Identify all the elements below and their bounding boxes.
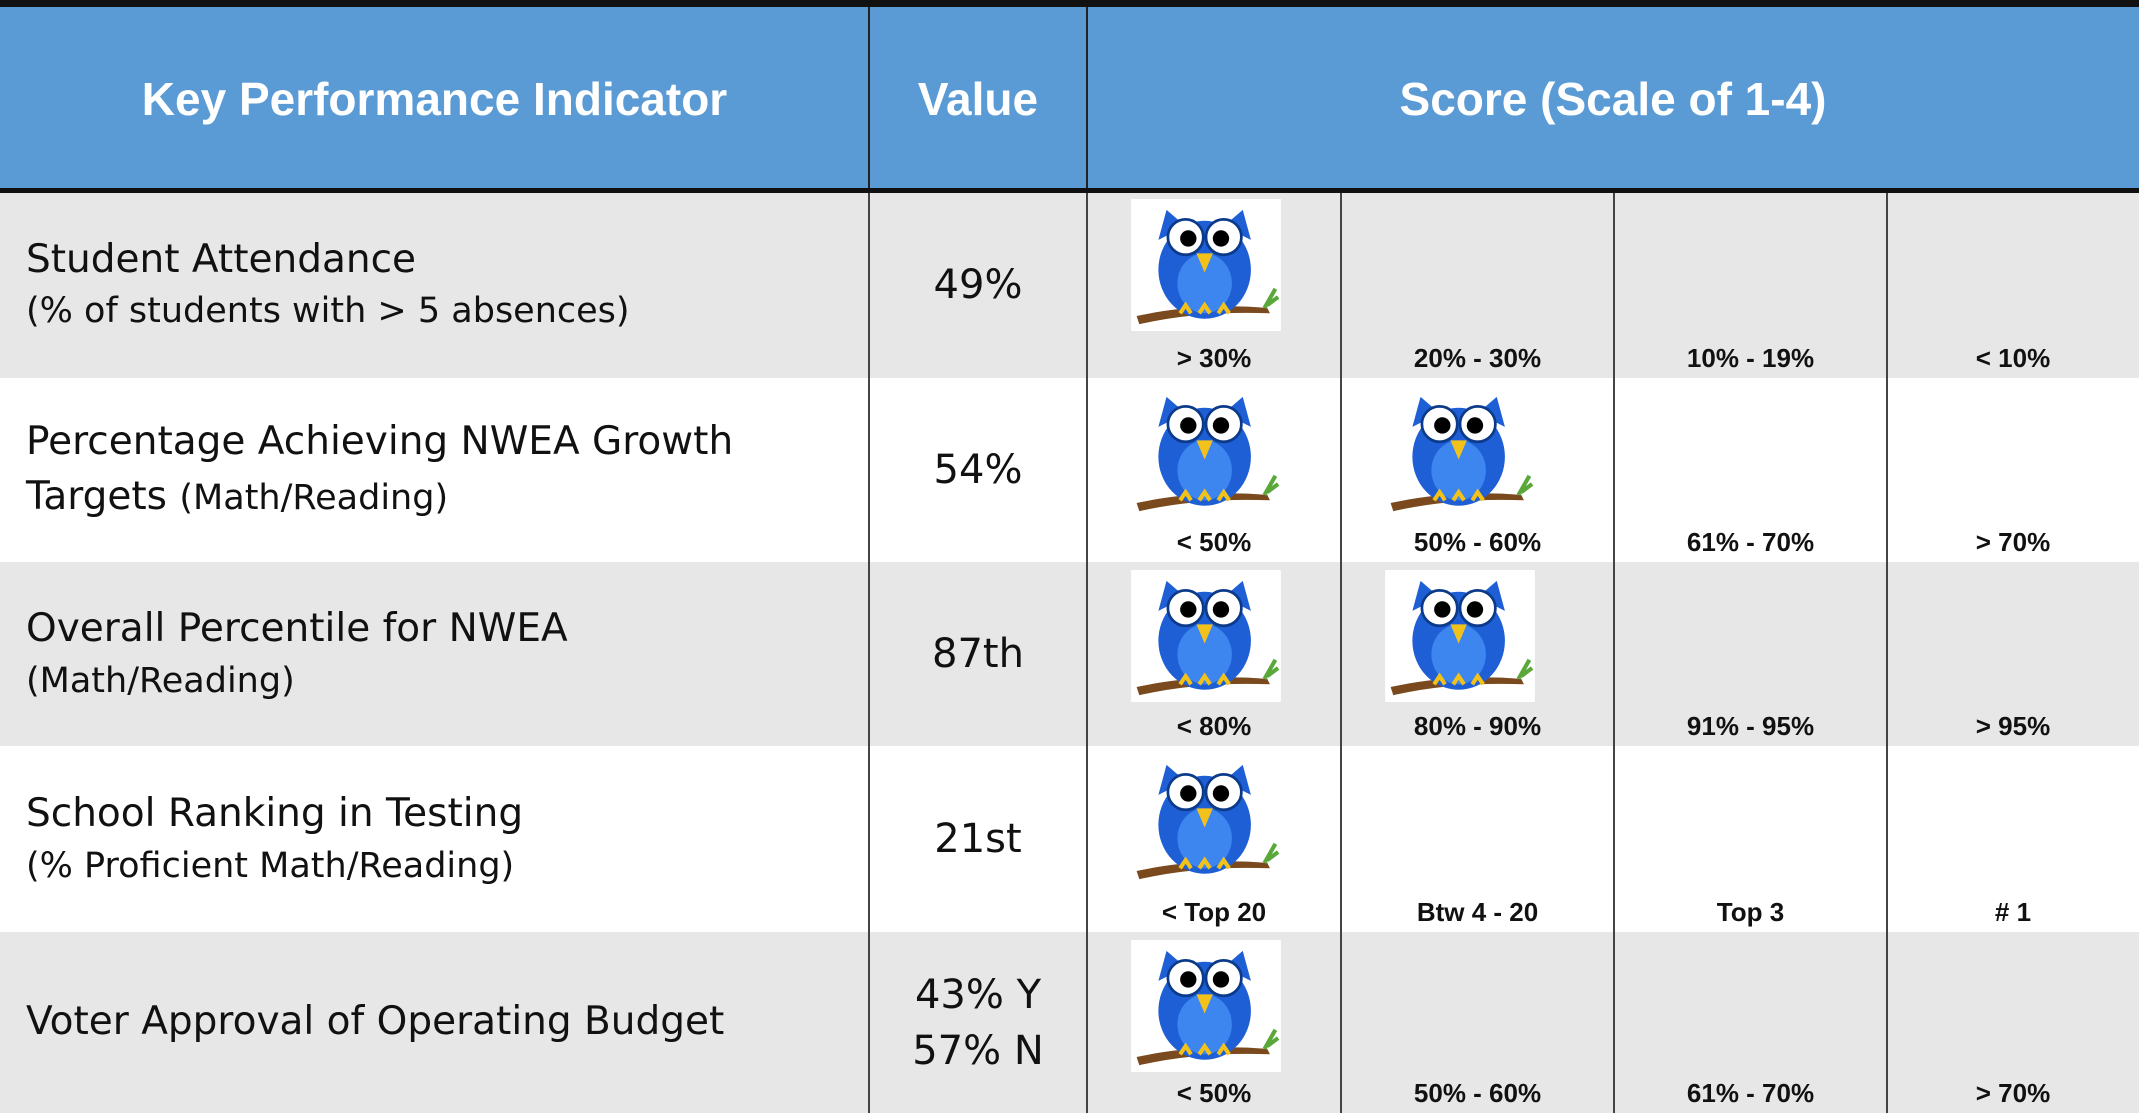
score-cell: 80% - 90% [1341, 562, 1614, 746]
kpi-cell: Overall Percentile for NWEA (Math/Readin… [0, 562, 869, 746]
score-divider [1340, 191, 1342, 1113]
score-label: 61% - 70% [1686, 527, 1815, 557]
score-label: Btw 4 - 20 [1416, 897, 1539, 927]
owl-icon [1131, 199, 1281, 331]
score-cell: Btw 4 - 20 [1341, 746, 1614, 932]
kpi-note: (% Proficient Math/Reading) [26, 845, 515, 886]
score-label: < 80% [1176, 711, 1252, 741]
score-cell: < 80% [1087, 562, 1341, 746]
score-label: 10% - 19% [1686, 343, 1815, 373]
score-label: < Top 20 [1161, 897, 1267, 927]
score-label: Top 3 [1716, 897, 1785, 927]
score-cell: 50% - 60% [1341, 932, 1614, 1113]
score-cell: < 50% [1087, 932, 1341, 1113]
score-cell: 91% - 95% [1614, 562, 1887, 746]
score-label: 91% - 95% [1686, 711, 1815, 741]
owl-icon [1385, 386, 1535, 518]
header-cell: Key Performance Indicator [0, 7, 869, 191]
score-cell: > 70% [1887, 932, 2139, 1113]
kpi-cell: Student Attendance (% of students with >… [0, 191, 869, 378]
kpi-cell: Percentage Achieving NWEA Growth Targets… [0, 378, 869, 562]
score-label: < 50% [1176, 527, 1252, 557]
score-label: < 50% [1176, 1078, 1252, 1108]
table-row: Percentage Achieving NWEA Growth Targets… [0, 378, 2139, 562]
kpi-text: Student Attendance (% of students with >… [26, 233, 869, 337]
score-divider [1886, 191, 1888, 1113]
value-cell: 49% [869, 191, 1087, 378]
score-label: > 95% [1975, 711, 2051, 741]
score-cell: < Top 20 [1087, 746, 1341, 932]
value-text: 87th [932, 631, 1024, 677]
owl-icon [1131, 940, 1281, 1072]
owl-icon [1131, 570, 1281, 702]
kpi-title: Student Attendance [26, 236, 417, 282]
score-label: 50% - 60% [1413, 527, 1542, 557]
header-divider [868, 7, 870, 191]
score-cell: 10% - 19% [1614, 191, 1887, 378]
kpi-cell: Voter Approval of Operating Budget [0, 932, 869, 1113]
score-cell: 20% - 30% [1341, 191, 1614, 378]
value-cell: 54% [869, 378, 1087, 562]
score-cell: > 95% [1887, 562, 2139, 746]
value-text: 43% Y [914, 971, 1042, 1018]
value-text: 49% [933, 261, 1023, 308]
score-cell: 61% - 70% [1614, 932, 1887, 1113]
score-label: 80% - 90% [1413, 711, 1542, 741]
score-cell: 50% - 60% [1341, 378, 1614, 562]
score-cell: # 1 [1887, 746, 2139, 932]
value-text: 57% N [912, 1027, 1044, 1074]
kpi-text: School Ranking in Testing (% Proficient … [26, 787, 869, 891]
kpi-title: Overall Percentile for NWEA [26, 606, 568, 652]
value-cell: 43% Y 57% N [869, 932, 1087, 1113]
value-cell: 87th [869, 562, 1087, 746]
value-text: 54% [933, 447, 1023, 493]
value-text: 21st [934, 816, 1022, 862]
score-cell: < 10% [1887, 191, 2139, 378]
score-label: 20% - 30% [1413, 343, 1542, 373]
table-row: Voter Approval of Operating Budget 43% Y 5… [0, 932, 2139, 1113]
score-cell: < 50% [1087, 378, 1341, 562]
score-cell: Top 3 [1614, 746, 1887, 932]
column-divider [1086, 191, 1088, 1113]
kpi-note: (Math/Reading) [26, 660, 295, 701]
kpi-text: Percentage Achieving NWEA Growth Targets… [26, 415, 869, 524]
score-label: > 30% [1176, 343, 1252, 373]
score-label: # 1 [1994, 897, 2032, 927]
score-cell: > 70% [1887, 378, 2139, 562]
score-cell: 61% - 70% [1614, 378, 1887, 562]
kpi-text: Voter Approval of Operating Budget [26, 995, 869, 1050]
score-label: 50% - 60% [1413, 1078, 1542, 1108]
owl-icon [1131, 386, 1281, 518]
top-border [0, 0, 2139, 7]
kpi-note: (Math/Reading) [179, 478, 449, 518]
kpi-cell: School Ranking in Testing (% Proficient … [0, 746, 869, 932]
score-label: > 70% [1975, 527, 2051, 557]
header-cell: Score (Scale of 1-4) [1087, 7, 2139, 191]
header-cell: Value [869, 7, 1087, 191]
table-row: Student Attendance (% of students with >… [0, 191, 2139, 378]
score-label: > 70% [1975, 1078, 2051, 1108]
column-divider [868, 191, 870, 1113]
owl-icon [1385, 570, 1535, 702]
score-divider [1613, 191, 1615, 1113]
kpi-text: Overall Percentile for NWEA (Math/Readin… [26, 602, 869, 706]
header-bottom-border [0, 188, 2139, 193]
table-row: School Ranking in Testing (% Proficient … [0, 746, 2139, 932]
value-cell: 21st [869, 746, 1087, 932]
kpi-title: Percentage Achieving NWEA Growth Targets [26, 419, 734, 519]
owl-icon [1131, 754, 1281, 886]
score-label: 61% - 70% [1686, 1078, 1815, 1108]
score-cell: > 30% [1087, 191, 1341, 378]
kpi-title: Voter Approval of Operating Budget [26, 999, 725, 1045]
table-row: Overall Percentile for NWEA (Math/Readin… [0, 562, 2139, 746]
header-divider [1086, 7, 1088, 191]
kpi-title: School Ranking in Testing [26, 791, 524, 837]
score-label: < 10% [1975, 343, 2051, 373]
kpi-note: (% of students with > 5 absences) [26, 291, 630, 332]
